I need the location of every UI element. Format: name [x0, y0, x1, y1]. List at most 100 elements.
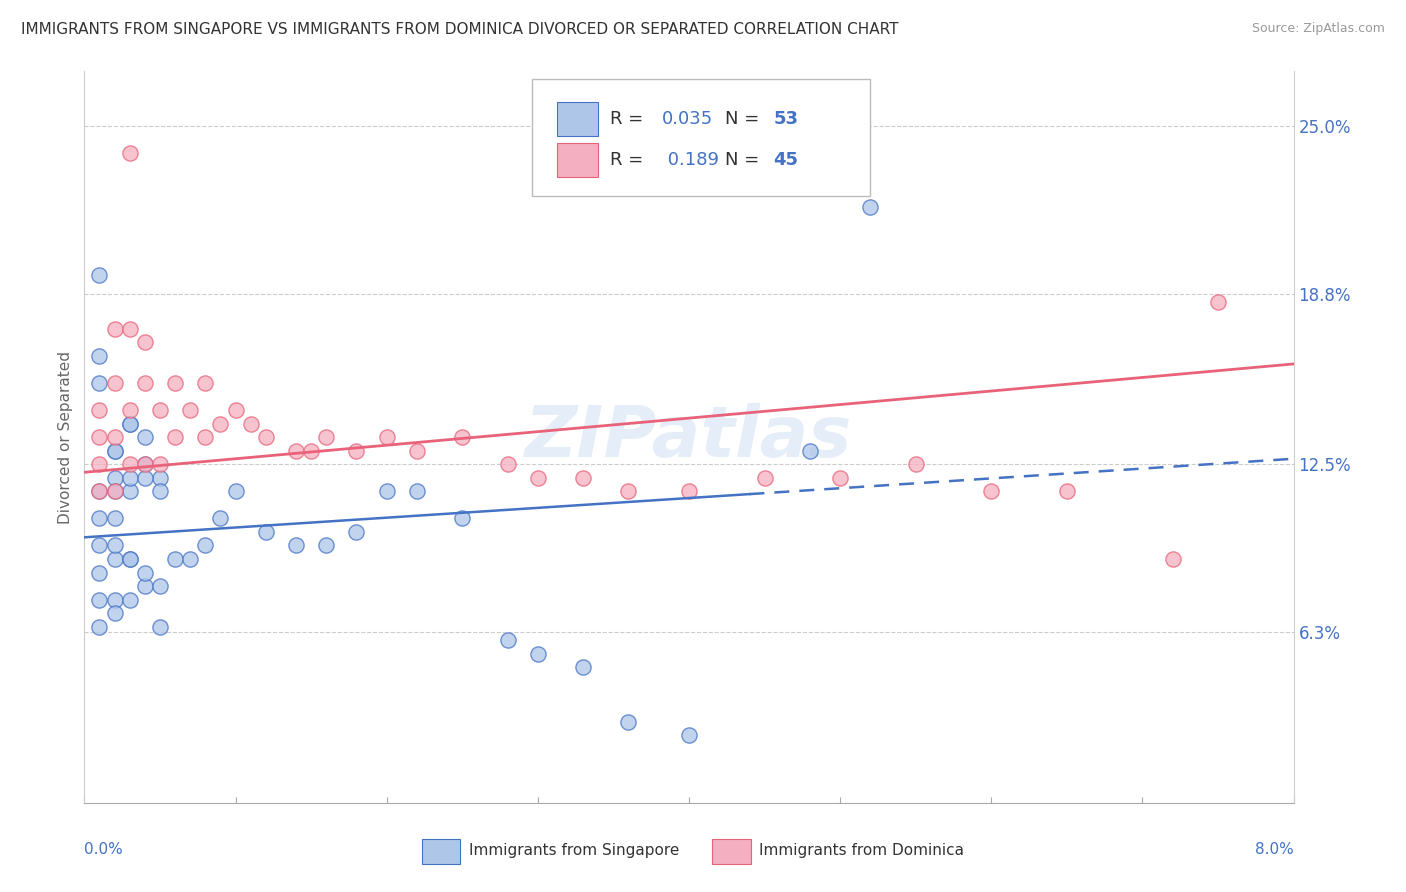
Point: [346, 524, 368, 539]
Point: [572, 660, 595, 674]
Point: [89, 457, 111, 471]
Point: [225, 403, 247, 417]
Point: [496, 633, 519, 648]
Point: [89, 620, 111, 634]
Point: [299, 443, 322, 458]
Point: [1161, 552, 1184, 566]
Text: N =: N =: [725, 151, 765, 169]
Point: [149, 457, 172, 471]
Point: [572, 471, 595, 485]
Text: 45: 45: [773, 151, 799, 169]
Point: [165, 376, 187, 390]
Point: [104, 511, 127, 525]
FancyBboxPatch shape: [557, 143, 599, 177]
Y-axis label: Divorced or Separated: Divorced or Separated: [58, 351, 73, 524]
Point: [149, 471, 172, 485]
FancyBboxPatch shape: [422, 839, 460, 864]
Point: [118, 417, 141, 431]
Text: Source: ZipAtlas.com: Source: ZipAtlas.com: [1251, 22, 1385, 36]
Point: [118, 592, 141, 607]
Point: [149, 579, 172, 593]
Point: [678, 484, 700, 499]
Point: [89, 376, 111, 390]
Point: [104, 443, 127, 458]
Point: [315, 430, 337, 444]
Point: [89, 566, 111, 580]
Point: [118, 552, 141, 566]
Point: [134, 457, 156, 471]
Point: [799, 443, 821, 458]
Text: R =: R =: [610, 110, 650, 128]
Point: [89, 430, 111, 444]
Point: [149, 484, 172, 499]
Point: [118, 322, 141, 336]
Point: [89, 349, 111, 363]
Point: [104, 430, 127, 444]
Point: [451, 511, 474, 525]
Point: [254, 430, 277, 444]
Point: [1206, 294, 1229, 309]
Point: [89, 403, 111, 417]
Point: [165, 552, 187, 566]
Point: [134, 457, 156, 471]
Point: [194, 430, 217, 444]
FancyBboxPatch shape: [531, 78, 870, 195]
Point: [194, 376, 217, 390]
Point: [134, 335, 156, 350]
Point: [118, 471, 141, 485]
FancyBboxPatch shape: [557, 102, 599, 136]
Point: [617, 714, 640, 729]
Point: [904, 457, 927, 471]
Point: [149, 620, 172, 634]
Point: [104, 484, 127, 499]
Point: [225, 484, 247, 499]
Point: [830, 471, 852, 485]
Point: [149, 403, 172, 417]
Point: [118, 552, 141, 566]
Point: [179, 403, 201, 417]
Point: [451, 430, 474, 444]
Point: [194, 538, 217, 552]
Point: [165, 430, 187, 444]
Point: [375, 484, 398, 499]
Point: [118, 145, 141, 160]
Point: [134, 566, 156, 580]
Point: [89, 484, 111, 499]
Point: [104, 471, 127, 485]
Text: 0.189: 0.189: [662, 151, 720, 169]
Text: 53: 53: [773, 110, 799, 128]
Point: [134, 430, 156, 444]
Point: [179, 552, 201, 566]
Point: [89, 592, 111, 607]
Point: [104, 376, 127, 390]
Point: [346, 443, 368, 458]
Point: [496, 457, 519, 471]
Point: [1056, 484, 1078, 499]
Point: [118, 417, 141, 431]
Point: [859, 200, 882, 214]
Point: [104, 606, 127, 620]
Point: [104, 592, 127, 607]
Point: [754, 471, 776, 485]
Point: [89, 484, 111, 499]
Point: [209, 511, 232, 525]
Text: N =: N =: [725, 110, 765, 128]
Point: [406, 443, 429, 458]
Text: Immigrants from Dominica: Immigrants from Dominica: [759, 843, 965, 858]
Point: [118, 457, 141, 471]
Point: [134, 471, 156, 485]
Point: [89, 268, 111, 282]
Point: [406, 484, 429, 499]
Point: [104, 443, 127, 458]
Point: [104, 552, 127, 566]
Point: [375, 430, 398, 444]
Point: [104, 484, 127, 499]
Point: [104, 322, 127, 336]
Text: 8.0%: 8.0%: [1254, 842, 1294, 856]
Point: [678, 728, 700, 742]
Point: [118, 484, 141, 499]
Point: [527, 647, 550, 661]
FancyBboxPatch shape: [711, 839, 751, 864]
Text: Immigrants from Singapore: Immigrants from Singapore: [468, 843, 679, 858]
Point: [89, 538, 111, 552]
